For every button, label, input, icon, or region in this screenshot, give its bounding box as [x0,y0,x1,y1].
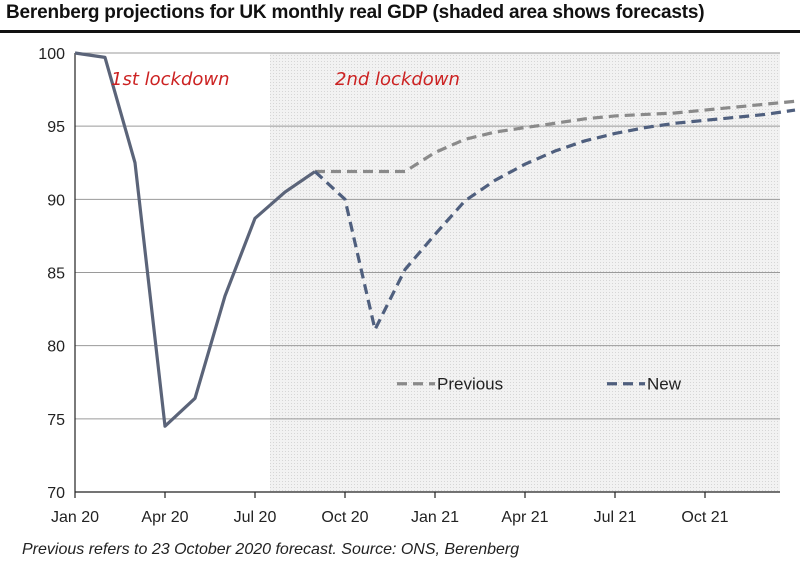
series-line-actual [74,51,316,428]
x-tick-label: Oct 20 [321,509,368,526]
lockdown-annotation: 2nd lockdown [335,69,460,90]
x-tick-label: Jul 20 [234,509,277,526]
y-tick-label: 95 [47,119,65,136]
y-tick-label: 80 [47,339,65,356]
x-tick-label: Jan 20 [51,509,99,526]
series-line-previous [315,99,796,174]
x-tick-label: Jul 21 [594,509,637,526]
gdp-line-chart: 70 75 80 85 90 95 100 Jan 20 Apr 20 Jul 20 Oct 20 J… [38,46,796,526]
y-tick-label: 75 [47,412,65,429]
x-tick-label: Apr 20 [141,509,188,526]
y-tick-label: 90 [47,192,65,209]
title-rule [0,30,800,33]
y-tick-label: 70 [47,485,65,502]
x-tick-label: Apr 21 [501,509,548,526]
y-tick-label: 100 [38,46,65,63]
legend-label: New [647,375,682,394]
legend-label: Previous [437,375,503,394]
lockdown-annotation: 1st lockdown [111,69,230,90]
x-tick-label: Jan 21 [411,509,459,526]
chart-footnote: Previous refers to 23 October 2020 forec… [22,541,520,558]
x-tick-label: Oct 21 [681,509,728,526]
series-line-new [313,108,796,332]
y-tick-label: 85 [47,266,65,283]
chart-title: Berenberg projections for UK monthly rea… [6,2,705,23]
